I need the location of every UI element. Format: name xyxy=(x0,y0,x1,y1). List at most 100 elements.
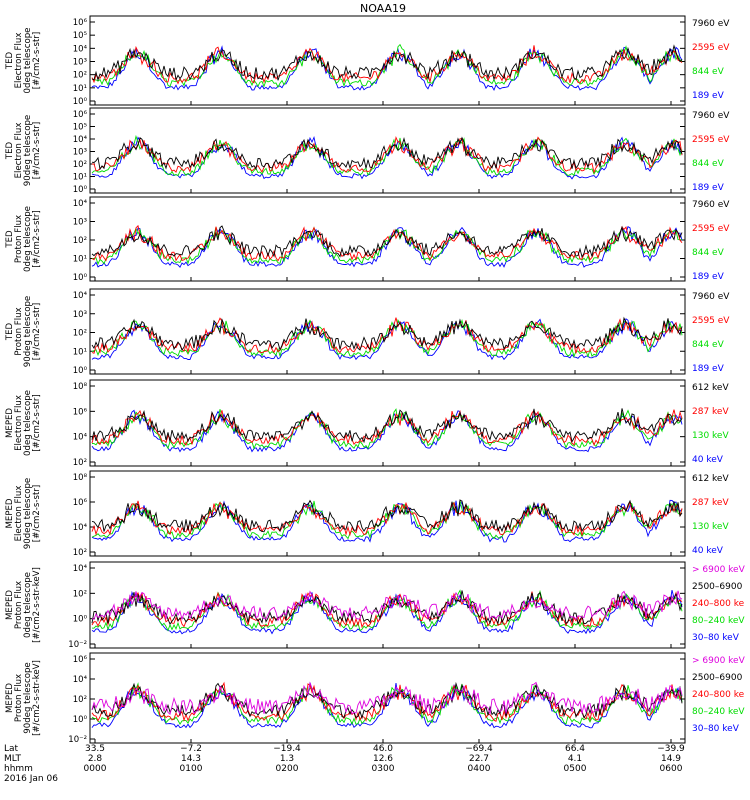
x-tick-hhmm: 0500 xyxy=(564,764,587,774)
series-trace xyxy=(91,226,682,266)
panel-frame xyxy=(89,561,686,649)
series-trace xyxy=(91,409,683,453)
panel-8: MEPED Proton Flux 90deg telescope [#/cm2-s-… xyxy=(5,652,746,745)
y-tick-label: 10⁶ xyxy=(73,655,88,665)
panel-frame xyxy=(89,379,686,467)
series-trace xyxy=(91,681,683,720)
legend-entry: 40 keV xyxy=(692,546,724,556)
series-trace xyxy=(91,224,683,262)
y-tick-label: 10⁴ xyxy=(73,199,88,209)
series-trace xyxy=(91,135,682,180)
legend-entry: 7960 eV xyxy=(692,19,730,29)
legend-entry: 240–800 ke xyxy=(692,690,745,700)
legend-entry: 612 keV xyxy=(692,383,729,393)
x-tick-hhmm: 0300 xyxy=(372,764,395,774)
y-axis-label: [#/cm2-s-str] xyxy=(32,485,42,542)
panels-layer: TED Electron Flux 0deg telescope [#/cm2-s-s… xyxy=(5,15,746,745)
panel-frame xyxy=(89,652,686,744)
y-tick-label: 10⁴ xyxy=(73,135,88,145)
y-tick-label: 10² xyxy=(73,329,87,339)
y-tick-label: 10⁴ xyxy=(73,433,88,443)
x-row-label-hhmm: hhmm xyxy=(4,764,33,774)
y-axis-label: 0deg telescope xyxy=(23,572,33,638)
legend-entry: 2595 eV xyxy=(692,316,730,326)
y-axis-label: 90deg telescope xyxy=(23,115,33,186)
y-tick-label: 10⁴ xyxy=(73,291,88,301)
panel-frame xyxy=(89,196,686,282)
panel-frame xyxy=(89,470,686,557)
panel-7: MEPED Proton Flux 0deg telescope [#/cm2-s-s… xyxy=(5,561,746,650)
y-tick-label: 10² xyxy=(73,160,87,170)
chart-title: NOAA19 xyxy=(360,2,406,15)
y-tick-label: 10⁰ xyxy=(73,185,88,195)
legend-entry: 30–80 keV xyxy=(692,633,740,643)
series-trace xyxy=(91,45,683,85)
y-tick-label: 10⁶ xyxy=(73,498,88,508)
series-trace xyxy=(91,591,683,629)
y-tick-label: 10⁸ xyxy=(73,382,88,392)
series-trace xyxy=(91,45,683,92)
series-trace xyxy=(91,409,683,447)
y-axis-label: Electron Flux xyxy=(14,33,24,89)
x-row-label-mlt: MLT xyxy=(4,754,22,764)
legend-entry: 189 eV xyxy=(692,91,725,101)
x-tick-lat: −69.4 xyxy=(465,744,493,754)
series-trace xyxy=(91,500,683,537)
y-axis-label: [#/cm2-s-str-keV] xyxy=(32,567,42,643)
x-tick-lat: 66.4 xyxy=(565,744,585,754)
x-tick-hhmm: 0000 xyxy=(84,764,107,774)
y-axis-label: 90deg telescope xyxy=(23,478,33,549)
legend-entry: 844 eV xyxy=(692,340,725,350)
series-trace xyxy=(91,589,683,635)
legend-entry: 287 keV xyxy=(692,407,729,417)
y-axis-label: Proton Flux xyxy=(14,215,24,263)
series-trace xyxy=(91,682,683,729)
y-axis-label: MEPED xyxy=(5,683,15,713)
y-axis-label: TED xyxy=(5,322,15,341)
legend-entry: 2595 eV xyxy=(692,135,730,145)
y-tick-label: 10⁴ xyxy=(73,675,88,685)
legend-entry: 844 eV xyxy=(692,159,725,169)
panel-frame xyxy=(89,107,686,194)
y-tick-label: 10³ xyxy=(73,310,87,320)
y-axis-label: [#/cm2-s-str-keV] xyxy=(32,660,42,736)
x-tick-lat: −7.2 xyxy=(180,744,202,754)
legend-entry: > 6900 keV xyxy=(692,656,746,666)
y-axis-label: Electron Flux xyxy=(14,123,24,179)
x-tick-mlt: 12.6 xyxy=(373,754,393,764)
legend-entry: 7960 eV xyxy=(692,200,730,210)
legend-entry: 2595 eV xyxy=(692,224,730,234)
y-tick-label: 10⁻² xyxy=(68,640,87,650)
y-axis-label: 0deg telescope xyxy=(23,390,33,456)
y-tick-label: 10⁴ xyxy=(73,523,88,533)
series-trace xyxy=(91,225,683,258)
y-tick-label: 10⁰ xyxy=(73,615,88,625)
y-tick-label: 10² xyxy=(73,236,87,246)
y-axis-label: Proton Flux xyxy=(14,307,24,355)
legend-entry: 80–240 keV xyxy=(692,707,745,717)
y-axis-label: TED xyxy=(5,51,15,70)
series-trace xyxy=(91,590,683,622)
y-tick-label: 10⁰ xyxy=(73,273,88,283)
y-tick-label: 10⁶ xyxy=(73,110,88,120)
y-tick-label: 10² xyxy=(73,589,87,599)
y-axis-label: Electron Flux xyxy=(14,395,24,451)
x-tick-mlt: 22.7 xyxy=(469,754,489,764)
y-axis-label: [#/cm2-s-str] xyxy=(32,394,42,451)
y-axis-label: [#/cm2-s-str] xyxy=(32,32,42,89)
legend-entry: 612 keV xyxy=(692,474,729,484)
legend-entry: 130 keV xyxy=(692,522,729,532)
y-tick-label: 10⁵ xyxy=(73,31,87,41)
y-tick-label: 10² xyxy=(73,458,87,468)
series-trace xyxy=(91,44,683,82)
series-trace xyxy=(91,316,683,352)
y-tick-label: 10² xyxy=(73,71,87,81)
legend-entry: 80–240 keV xyxy=(692,616,745,626)
y-tick-label: 10³ xyxy=(73,58,87,68)
y-axis-label: Electron Flux xyxy=(14,486,24,542)
x-tick-mlt: 2.8 xyxy=(88,754,103,764)
y-axis-label: [#/cm2-s-str] xyxy=(32,210,42,267)
y-axis-label: 90deg telescope xyxy=(23,662,33,733)
legend-entry: 2500–6900 xyxy=(692,673,743,683)
